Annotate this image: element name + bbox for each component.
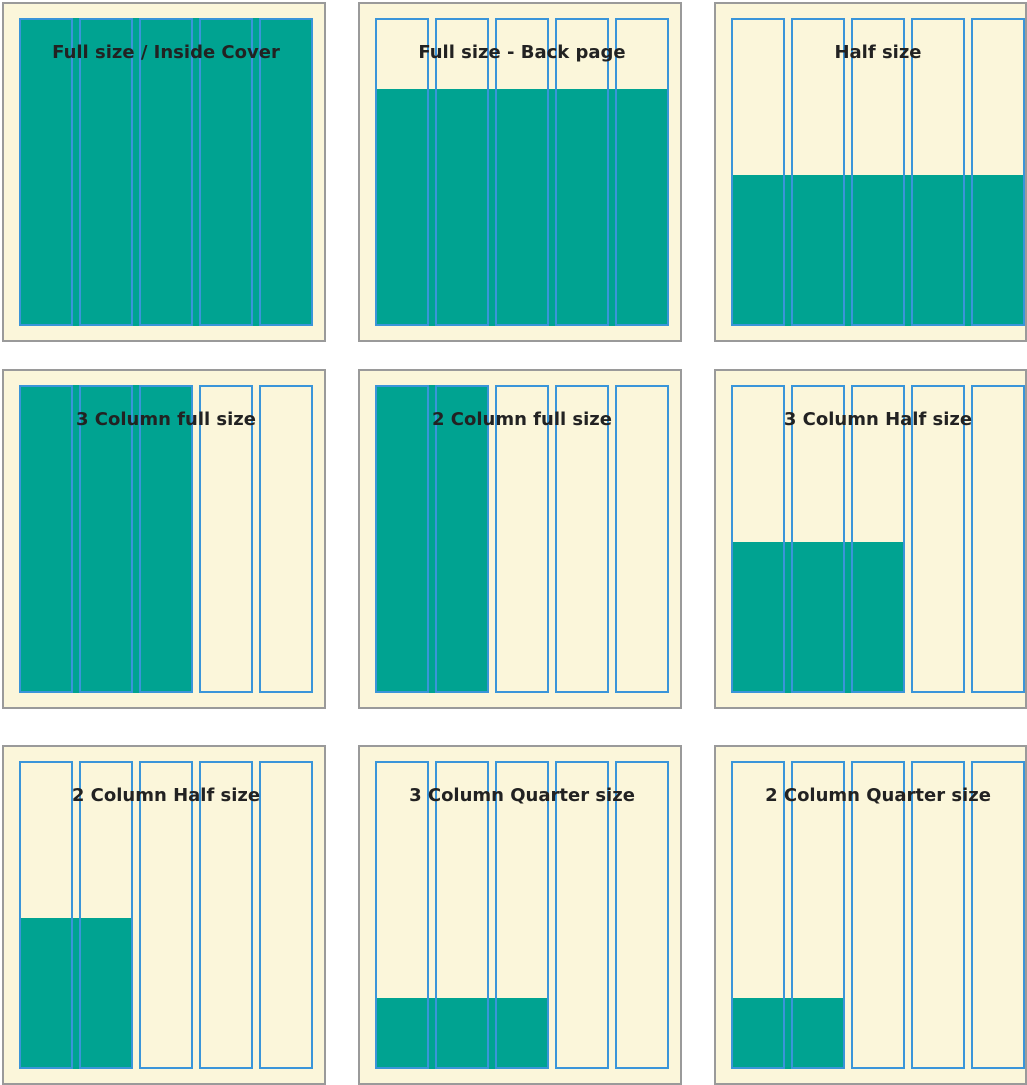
ad-size-panel: 2 Column full size [358, 369, 682, 709]
column-outline [911, 385, 965, 693]
column-outline [435, 385, 489, 693]
ad-size-panel: 3 Column Half size [714, 369, 1027, 709]
ad-size-panel: Full size - Back page [358, 2, 682, 342]
ad-size-panel: 3 Column Quarter size [358, 745, 682, 1085]
panel-title: 3 Column Quarter size [409, 785, 635, 806]
column-outline [139, 385, 193, 693]
panel-title: Full size / Inside Cover [52, 42, 280, 63]
column-outline [555, 385, 609, 693]
column-outline [19, 18, 73, 326]
column-outline [79, 761, 133, 1069]
column-outline [971, 761, 1025, 1069]
ad-area-fill [375, 385, 489, 693]
column-outline [791, 18, 845, 326]
ad-area-fill [19, 385, 193, 693]
panel-title: 2 Column Quarter size [765, 785, 991, 806]
ad-area-fill [375, 89, 669, 326]
ad-area-fill [375, 998, 549, 1069]
panel-title: 3 Column full size [75, 409, 256, 430]
column-outline [435, 761, 489, 1069]
column-outline [495, 18, 549, 326]
panel-title: 2 Column full size [431, 409, 612, 430]
column-outline [199, 761, 253, 1069]
column-outline [199, 18, 253, 326]
column-outline [495, 761, 549, 1069]
column-outline [79, 385, 133, 693]
panel-title: Half size [834, 42, 922, 63]
column-outline [851, 761, 905, 1069]
column-outline [911, 761, 965, 1069]
column-outline [375, 385, 429, 693]
column-outline [375, 18, 429, 326]
column-outline [375, 761, 429, 1069]
column-outline [971, 385, 1025, 693]
column-outline [259, 18, 313, 326]
ad-size-panel: Full size / Inside Cover [2, 2, 326, 342]
column-outline [731, 385, 785, 693]
panel-title: 3 Column Half size [783, 409, 973, 430]
column-outline [259, 385, 313, 693]
column-outline [435, 18, 489, 326]
column-outline [851, 18, 905, 326]
column-outline [79, 18, 133, 326]
column-outline [139, 18, 193, 326]
ad-area-fill [731, 998, 845, 1069]
column-outline [971, 18, 1025, 326]
column-outline [555, 761, 609, 1069]
column-outline [199, 385, 253, 693]
ad-size-panel: 2 Column Quarter size [714, 745, 1027, 1085]
column-outline [731, 18, 785, 326]
ad-size-panel: 3 Column full size [2, 369, 326, 709]
ad-size-panel: 2 Column Half size [2, 745, 326, 1085]
ad-area-fill [19, 918, 133, 1069]
ad-area-fill [731, 175, 1025, 326]
column-outline [139, 761, 193, 1069]
column-outline [615, 18, 669, 326]
ad-size-panel: Half size [714, 2, 1027, 342]
column-outline [555, 18, 609, 326]
panel-title: Full size - Back page [418, 42, 626, 63]
column-outline [19, 385, 73, 693]
column-outline [731, 761, 785, 1069]
column-outline [911, 18, 965, 326]
column-outline [791, 385, 845, 693]
column-outline [259, 761, 313, 1069]
panel-title: 2 Column Half size [71, 785, 261, 806]
ad-area-fill [19, 18, 313, 326]
column-outline [495, 385, 549, 693]
ad-area-fill [731, 542, 905, 693]
column-outline [791, 761, 845, 1069]
column-outline [851, 385, 905, 693]
column-outline [19, 761, 73, 1069]
column-outline [615, 385, 669, 693]
column-outline [615, 761, 669, 1069]
